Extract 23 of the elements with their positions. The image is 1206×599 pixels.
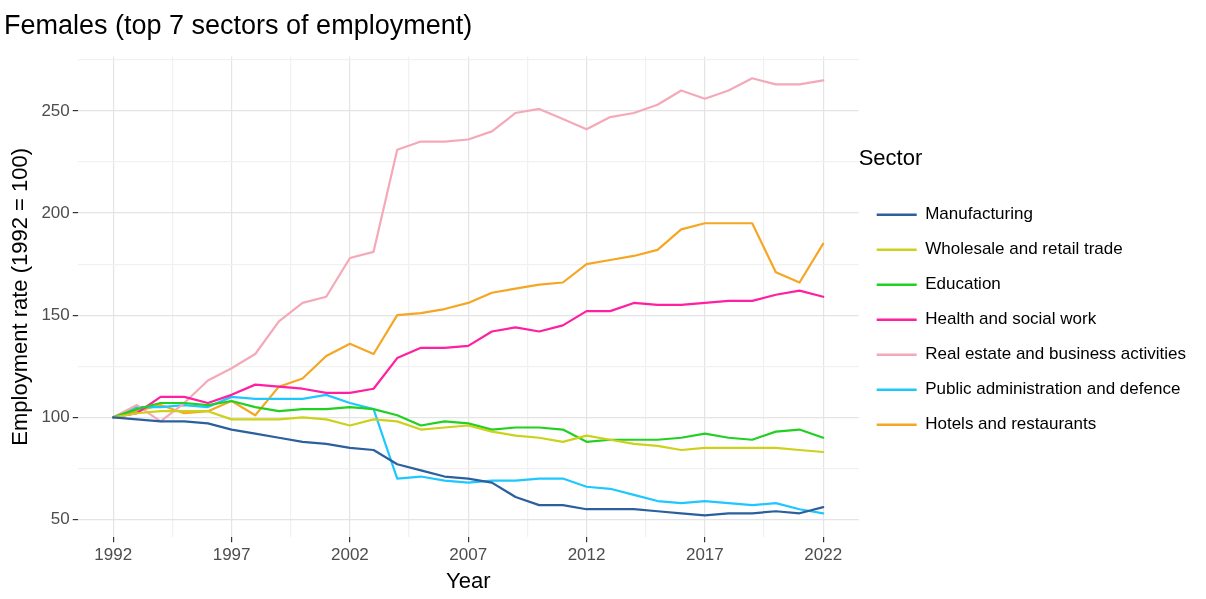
legend-label: Hotels and restaurants bbox=[925, 414, 1097, 434]
legend-label: Real estate and business activities bbox=[925, 344, 1186, 364]
x-tick-label: 2022 bbox=[804, 545, 843, 565]
legend-label: Manufacturing bbox=[925, 204, 1033, 224]
y-tick-label: 200 bbox=[41, 202, 70, 222]
x-tick-label: 2017 bbox=[685, 545, 724, 565]
y-tick-label: 100 bbox=[41, 406, 70, 426]
legend-label: Wholesale and retail trade bbox=[925, 239, 1123, 259]
x-axis-title: Year bbox=[446, 567, 491, 593]
x-tick-label: 2012 bbox=[567, 545, 606, 565]
x-tick-label: 1992 bbox=[94, 545, 133, 565]
legend-label: Health and social work bbox=[925, 309, 1097, 329]
y-tick-label: 250 bbox=[41, 100, 70, 120]
legend-label: Education bbox=[925, 274, 1001, 294]
x-tick-label: 2002 bbox=[330, 545, 369, 565]
legend-title: Sector bbox=[858, 144, 923, 170]
y-tick-label: 150 bbox=[41, 304, 70, 324]
y-axis-title: Employment rate (1992 = 100) bbox=[7, 147, 33, 446]
y-tick-label: 50 bbox=[50, 509, 70, 529]
x-tick-label: 1997 bbox=[212, 545, 251, 565]
x-tick-label: 2007 bbox=[449, 545, 488, 565]
legend-label: Public administration and defence bbox=[925, 379, 1181, 399]
chart-title: Females (top 7 sectors of employment) bbox=[4, 9, 473, 40]
